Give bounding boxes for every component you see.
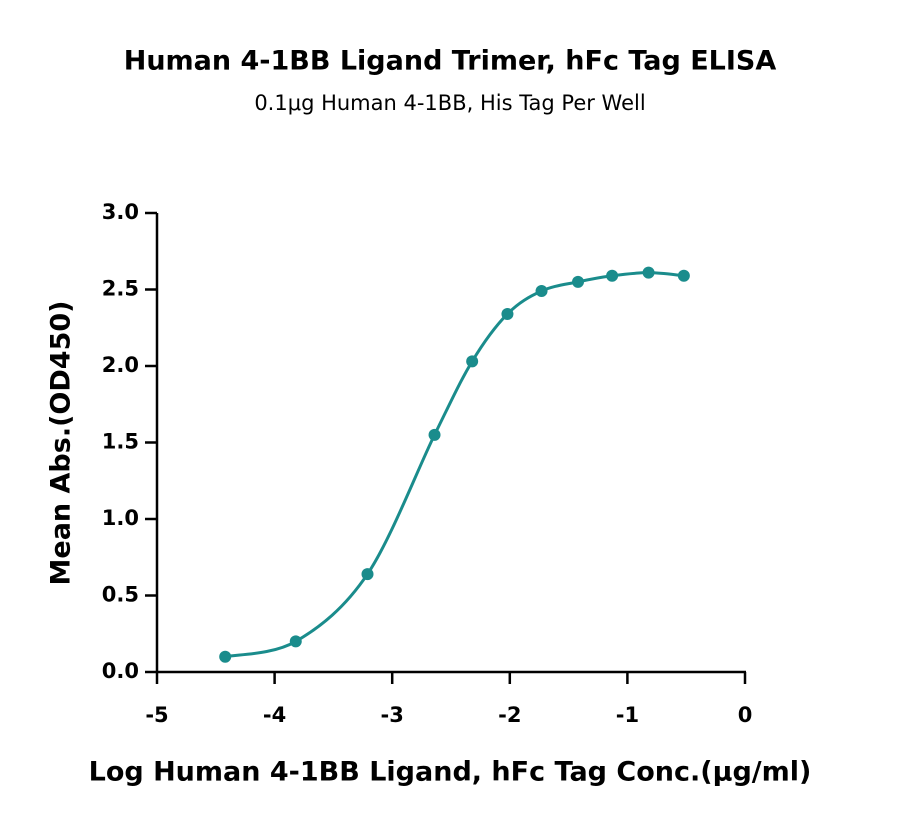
x-axis-label: Log Human 4-1BB Ligand, hFc Tag Conc.(μg… xyxy=(89,757,812,788)
y-axis-label: Mean Abs.(OD450) xyxy=(46,301,77,586)
x-tick-label: 0 xyxy=(738,703,753,727)
data-point xyxy=(501,307,514,320)
y-tick-label: 3.0 xyxy=(102,200,139,224)
y-tick-label: 1.5 xyxy=(102,430,139,454)
data-point xyxy=(677,269,690,282)
data-point xyxy=(535,285,548,298)
data-point xyxy=(219,650,232,663)
data-point xyxy=(361,568,374,581)
data-point xyxy=(642,266,655,279)
data-point xyxy=(572,275,585,288)
x-tick-label: -2 xyxy=(498,703,521,727)
chart-subtitle: 0.1μg Human 4-1BB, His Tag Per Well xyxy=(254,91,645,115)
x-tick-label: -1 xyxy=(616,703,639,727)
x-tick-label: -4 xyxy=(263,703,286,727)
data-point xyxy=(289,635,302,648)
x-tick-label: -3 xyxy=(381,703,404,727)
y-tick-label: 1.0 xyxy=(102,506,139,530)
fit-curve xyxy=(224,271,684,659)
data-point xyxy=(466,355,479,368)
x-tick-label: -5 xyxy=(145,703,168,727)
y-tick-label: 2.5 xyxy=(102,277,139,301)
y-tick-label: 2.0 xyxy=(102,353,139,377)
chart-title: Human 4-1BB Ligand Trimer, hFc Tag ELISA xyxy=(124,46,777,77)
y-tick-label: 0.5 xyxy=(102,583,139,607)
data-point xyxy=(606,269,619,282)
data-point xyxy=(428,428,441,441)
y-tick-label: 0.0 xyxy=(102,659,139,683)
